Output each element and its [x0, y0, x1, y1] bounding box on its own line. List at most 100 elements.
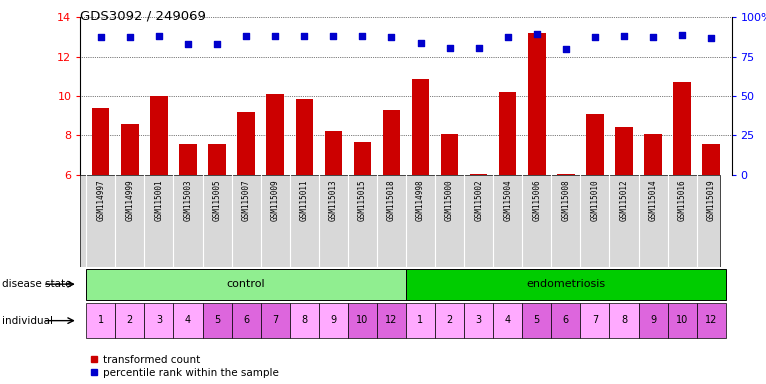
Text: endometriosis: endometriosis — [526, 279, 605, 289]
Text: 5: 5 — [214, 315, 220, 325]
Text: 7: 7 — [592, 315, 598, 325]
Bar — [673, 82, 691, 175]
Point — [647, 34, 660, 40]
Bar — [267, 94, 284, 175]
Bar — [493, 303, 522, 338]
Point — [502, 34, 514, 40]
Text: 9: 9 — [330, 315, 336, 325]
Text: 9: 9 — [650, 315, 656, 325]
Text: GSM115014: GSM115014 — [649, 179, 657, 221]
Text: 1: 1 — [98, 315, 104, 325]
Text: GSM115008: GSM115008 — [561, 179, 571, 221]
Bar — [412, 79, 429, 175]
Text: individual: individual — [2, 316, 53, 326]
Text: 5: 5 — [534, 315, 540, 325]
Point — [414, 40, 427, 46]
Bar — [150, 96, 168, 175]
Text: GSM115018: GSM115018 — [387, 179, 396, 221]
Bar — [696, 303, 725, 338]
Bar — [121, 124, 139, 175]
Legend: transformed count, percentile rank within the sample: transformed count, percentile rank withi… — [86, 351, 283, 382]
Text: GSM115003: GSM115003 — [184, 179, 192, 221]
Text: GSM115013: GSM115013 — [329, 179, 338, 221]
Point — [211, 41, 223, 47]
Point — [385, 34, 398, 40]
Text: GSM115009: GSM115009 — [270, 179, 280, 221]
Text: GSM115002: GSM115002 — [474, 179, 483, 221]
Text: 4: 4 — [185, 315, 191, 325]
Text: 3: 3 — [476, 315, 482, 325]
Point — [560, 46, 572, 52]
Point — [531, 31, 543, 37]
Bar — [87, 269, 406, 300]
Text: GSM115012: GSM115012 — [620, 179, 628, 221]
Bar — [202, 303, 231, 338]
Text: 2: 2 — [447, 315, 453, 325]
Bar — [668, 303, 696, 338]
Bar — [377, 303, 406, 338]
Text: control: control — [227, 279, 266, 289]
Point — [356, 33, 368, 39]
Bar — [615, 127, 633, 175]
Text: 7: 7 — [272, 315, 278, 325]
Bar — [179, 144, 197, 175]
Bar — [208, 144, 226, 175]
Bar — [319, 303, 348, 338]
Bar — [464, 303, 493, 338]
Text: GSM115005: GSM115005 — [212, 179, 221, 221]
Text: 3: 3 — [155, 315, 162, 325]
Text: 10: 10 — [676, 315, 688, 325]
Bar — [528, 33, 545, 175]
Bar — [470, 174, 487, 175]
Bar — [499, 92, 516, 175]
Bar — [552, 303, 581, 338]
Bar — [92, 108, 110, 175]
Bar — [581, 303, 610, 338]
Text: GSM115007: GSM115007 — [241, 179, 250, 221]
Text: 8: 8 — [621, 315, 627, 325]
Bar — [237, 112, 255, 175]
Text: GSM115016: GSM115016 — [678, 179, 686, 221]
Bar — [610, 303, 639, 338]
Point — [618, 33, 630, 39]
Text: GSM115004: GSM115004 — [503, 179, 512, 221]
Text: GSM114998: GSM114998 — [416, 179, 425, 221]
Text: GSM115001: GSM115001 — [155, 179, 163, 221]
Text: 8: 8 — [301, 315, 307, 325]
Point — [182, 41, 194, 47]
Bar — [173, 303, 202, 338]
Text: GSM115019: GSM115019 — [707, 179, 715, 221]
Bar — [639, 303, 668, 338]
Point — [327, 33, 339, 39]
Text: 1: 1 — [417, 315, 424, 325]
Bar — [354, 142, 371, 175]
Bar — [406, 303, 435, 338]
Point — [152, 33, 165, 39]
Point — [473, 45, 485, 51]
Bar — [406, 269, 725, 300]
Text: GSM115000: GSM115000 — [445, 179, 454, 221]
Bar — [290, 303, 319, 338]
Point — [240, 33, 252, 39]
Point — [589, 34, 601, 40]
Text: 6: 6 — [563, 315, 569, 325]
Point — [444, 45, 456, 51]
Bar — [435, 303, 464, 338]
Text: 4: 4 — [505, 315, 511, 325]
Bar — [348, 303, 377, 338]
Text: GSM114997: GSM114997 — [97, 179, 105, 221]
Bar — [325, 131, 342, 175]
Text: 10: 10 — [356, 315, 368, 325]
Point — [124, 34, 136, 40]
Text: 2: 2 — [126, 315, 133, 325]
Bar — [383, 110, 400, 175]
Bar — [144, 303, 173, 338]
Bar — [87, 303, 116, 338]
Bar — [231, 303, 260, 338]
Text: GSM115015: GSM115015 — [358, 179, 367, 221]
Bar — [557, 174, 574, 175]
Text: GSM115011: GSM115011 — [300, 179, 309, 221]
Text: GSM115010: GSM115010 — [591, 179, 600, 221]
Point — [676, 32, 688, 38]
Bar — [260, 303, 290, 338]
